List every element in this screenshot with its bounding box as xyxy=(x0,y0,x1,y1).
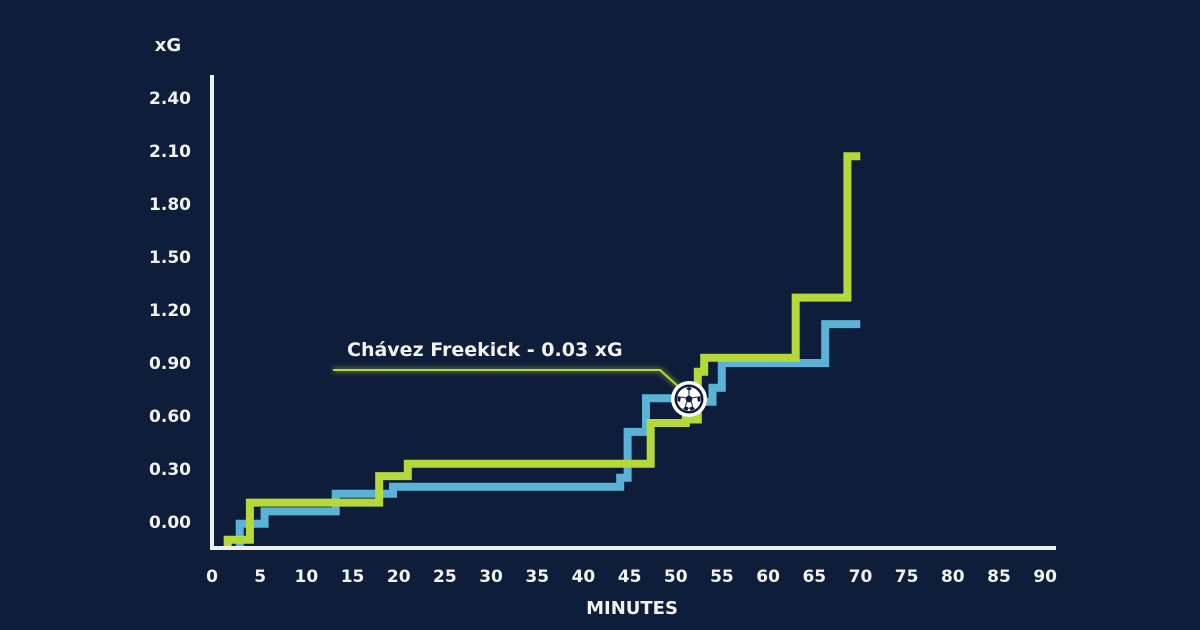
y-tick-label: 1.80 xyxy=(149,195,191,215)
series-lines xyxy=(223,152,861,546)
x-tick-label: 45 xyxy=(618,567,642,587)
y-axis-ticks: 0.00 0.30 0.60 0.90 1.20 1.50 1.80 2.10 2.40 xyxy=(149,89,191,533)
annotation-label: Chávez Freekick - 0.03 xG xyxy=(347,339,623,361)
x-tick-label: 30 xyxy=(479,567,503,587)
y-tick-label: 1.20 xyxy=(149,301,191,321)
x-tick-label: 90 xyxy=(1033,567,1057,587)
x-tick-label: 15 xyxy=(341,567,365,587)
x-tick-label: 0 xyxy=(206,567,218,587)
y-axis-title: xG xyxy=(155,35,181,56)
x-tick-label: 5 xyxy=(254,567,266,587)
x-axis-ticks: 0 5 10 15 20 25 30 35 40 45 50 55 60 65 70 75 80 85 90 xyxy=(206,567,1057,587)
x-tick-label: 50 xyxy=(664,567,688,587)
x-tick-label: 60 xyxy=(756,567,780,587)
x-tick-label: 40 xyxy=(572,567,596,587)
x-tick-label: 20 xyxy=(387,567,411,587)
y-tick-label: 0.60 xyxy=(149,407,191,427)
x-tick-label: 55 xyxy=(710,567,734,587)
x-axis-title: MINUTES xyxy=(586,598,678,619)
x-tick-label: 80 xyxy=(941,567,965,587)
x-tick-label: 10 xyxy=(295,567,319,587)
x-tick-label: 35 xyxy=(525,567,549,587)
y-tick-label: 0.30 xyxy=(149,460,191,480)
y-tick-label: 0.00 xyxy=(149,513,191,533)
series-line-blue xyxy=(235,320,861,546)
y-tick-label: 1.50 xyxy=(149,248,191,268)
x-tick-label: 75 xyxy=(895,567,919,587)
x-tick-label: 85 xyxy=(987,567,1011,587)
soccer-ball-icon xyxy=(671,381,707,417)
series-line-green xyxy=(223,152,861,546)
y-tick-label: 2.10 xyxy=(149,142,191,162)
annotation: Chávez Freekick - 0.03 xG xyxy=(333,339,707,417)
annotation-leader-line xyxy=(333,369,681,389)
y-tick-label: 0.90 xyxy=(149,354,191,374)
x-tick-label: 25 xyxy=(433,567,457,587)
y-tick-label: 2.40 xyxy=(149,89,191,109)
x-tick-label: 70 xyxy=(849,567,873,587)
x-tick-label: 65 xyxy=(802,567,826,587)
